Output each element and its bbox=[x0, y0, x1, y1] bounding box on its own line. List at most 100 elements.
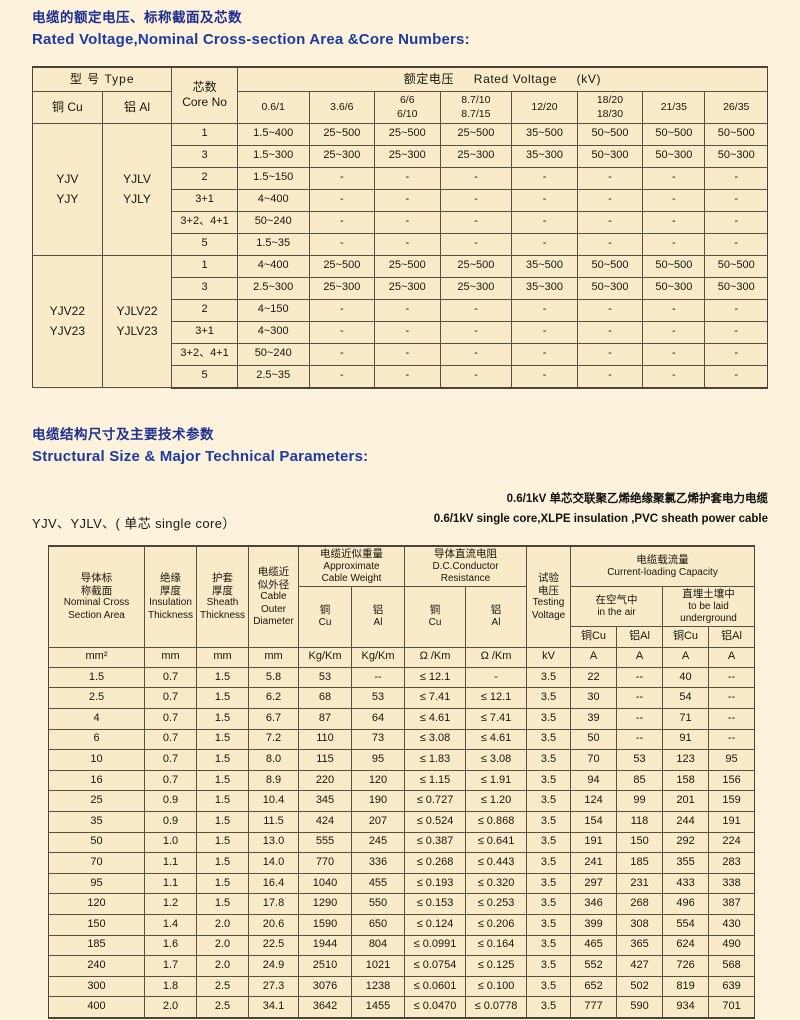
insulation-thickness-cell: 1.7 bbox=[144, 955, 197, 977]
table-row: 10 0.7 1.5 8.0 115 95 ≤ 1.83 ≤ 3.08 3.5 70 53 123 95 bbox=[48, 749, 756, 771]
voltage-value-cell: - bbox=[704, 298, 768, 322]
under-al-cell: 338 bbox=[708, 872, 756, 895]
type-al-line1: YJLV22 bbox=[116, 303, 158, 318]
voltage-col-5-l2: 18/30 bbox=[596, 108, 624, 121]
air-cu-cell: 297 bbox=[570, 872, 618, 895]
voltage-value-cell: 35~300 bbox=[511, 144, 578, 168]
nominal-area-cell: 185 bbox=[48, 934, 145, 957]
testing-voltage-cell: 3.5 bbox=[526, 831, 572, 854]
voltage-value-cell: 25~500 bbox=[308, 254, 376, 278]
voltage-value-cell: - bbox=[642, 210, 706, 234]
air-al-cell: 231 bbox=[616, 872, 664, 895]
air-al-cell: 308 bbox=[616, 913, 664, 936]
resistance-cu-cell: ≤ 3.08 bbox=[404, 728, 466, 751]
voltage-value-cell: - bbox=[439, 232, 513, 256]
core-no-cell: 1 bbox=[171, 122, 238, 146]
testing-voltage-cell: 3.5 bbox=[526, 749, 572, 771]
voltage-value-cell: 25~300 bbox=[439, 144, 513, 168]
weight-cu-cell: 68 bbox=[298, 687, 352, 709]
weight-al-cell: 64 bbox=[351, 707, 405, 730]
voltage-value-cell: - bbox=[308, 298, 376, 322]
outer-diameter-cell: 13.0 bbox=[248, 831, 299, 854]
core-no-cell: 3 bbox=[171, 144, 238, 168]
units-row: mm² mm mm mm Kg/Km Kg/Km Ω /Km Ω /Km kV A A A A bbox=[48, 646, 756, 668]
air-cu-cell: 241 bbox=[570, 852, 618, 874]
resistance-cu-cn: 铜 bbox=[429, 604, 441, 617]
insulation-thickness-cell: 0.7 bbox=[144, 687, 197, 709]
outer-diameter-cell: 10.4 bbox=[248, 790, 299, 812]
testing-voltage-cell: 3.5 bbox=[526, 913, 572, 936]
under-al-cell: -- bbox=[708, 728, 756, 751]
weight-al-cell: 650 bbox=[351, 913, 405, 936]
voltage-value-cell: 4~400 bbox=[236, 188, 310, 212]
sheath-thickness-cell: 1.5 bbox=[196, 687, 249, 709]
core-no-cell: 5 bbox=[171, 232, 238, 256]
weight-al-en: Al bbox=[373, 617, 383, 629]
header-type-group: 型 号 Type bbox=[31, 66, 173, 93]
table-row: 150 1.4 2.0 20.6 1590 650 ≤ 0.124 ≤ 0.206 3.5 399… bbox=[48, 913, 756, 936]
voltage-value-cell: - bbox=[576, 166, 644, 190]
weight-al-cell: 190 bbox=[351, 790, 405, 812]
resistance-cu-cell: ≤ 1.83 bbox=[404, 749, 466, 771]
resistance-cu-cell: ≤ 4.61 bbox=[404, 707, 466, 730]
under-cu-cell: 292 bbox=[662, 831, 710, 854]
table-row: 3+2、4+1 50~240- - - - - - - bbox=[33, 342, 768, 366]
voltage-col-1-l1: 3.6/6 bbox=[330, 101, 354, 114]
table-row: 4 0.7 1.5 6.7 87 64 ≤ 4.61 ≤ 7.41 3.5 39 -- 71 -- bbox=[48, 707, 756, 730]
nominal-area-cell: 50 bbox=[48, 831, 145, 854]
unit-cell: Ω /Km bbox=[464, 646, 528, 668]
under-al-cell: 191 bbox=[708, 810, 756, 833]
insulation-thickness-cell: 0.7 bbox=[144, 728, 197, 751]
testing-en1: Testing bbox=[532, 597, 565, 609]
header-voltage-group-unit: (kV) bbox=[576, 72, 602, 87]
insulation-en1: Insulation bbox=[149, 597, 192, 609]
section-2-headings: 电缆结构尺寸及主要技术参数 Structural Size & Major Te… bbox=[0, 389, 800, 469]
weight-al-cell: 550 bbox=[351, 893, 405, 915]
unit-cell: mm bbox=[196, 646, 249, 668]
table-row: YJV YJY YJLV YJLY 1 1.5~400 25~500 25~500 25~500… bbox=[32, 122, 768, 256]
capacity-cn: 电缆载流量 bbox=[636, 553, 689, 566]
voltage-value-cell: 50~500 bbox=[704, 122, 768, 146]
sheath-thickness-cell: 1.5 bbox=[196, 831, 249, 854]
weight-cn: 电缆近似重量 bbox=[320, 547, 383, 560]
nominal-area-cell: 1.5 bbox=[48, 666, 145, 689]
air-cu-cell: 465 bbox=[570, 934, 618, 957]
type-cu-line1: YJV22 bbox=[49, 303, 86, 318]
nominal-en2: Section Area bbox=[68, 609, 125, 621]
voltage-value-cell: 50~240 bbox=[236, 210, 310, 234]
testing-cn1: 试验 bbox=[538, 571, 560, 584]
type-al-line1: YJLV bbox=[123, 171, 151, 186]
type-al-cell: YJLV YJLY bbox=[101, 122, 173, 256]
unit-cell: Kg/Km bbox=[298, 646, 352, 668]
weight-en1: Approximate bbox=[323, 560, 380, 572]
outer-diameter-cell: 6.7 bbox=[248, 707, 299, 730]
under-al-cell: 387 bbox=[708, 893, 756, 915]
voltage-col-2-l2: 6/10 bbox=[397, 108, 418, 121]
header-voltage-col-2: 6/6 6/10 bbox=[374, 91, 441, 124]
table-row: 70 1.1 1.5 14.0 770 336 ≤ 0.268 ≤ 0.443 3.5 241 18… bbox=[48, 852, 756, 874]
voltage-value-cell: 4~150 bbox=[236, 298, 310, 322]
voltage-value-cell: - bbox=[576, 232, 644, 256]
header-resistance-cu: 铜 Cu bbox=[404, 586, 466, 648]
voltage-value-cell: 50~300 bbox=[704, 276, 768, 300]
voltage-value-cell: 25~500 bbox=[439, 254, 513, 278]
resistance-al-cell: ≤ 0.641 bbox=[464, 831, 528, 854]
outer-diameter-cell: 8.9 bbox=[248, 769, 299, 792]
voltage-value-cell: - bbox=[511, 298, 578, 322]
testing-voltage-cell: 3.5 bbox=[526, 769, 572, 792]
voltage-value-cell: - bbox=[439, 188, 513, 212]
nominal-area-cell: 35 bbox=[48, 810, 145, 833]
weight-cu-cell: 220 bbox=[298, 769, 352, 792]
sheath-thickness-cell: 1.5 bbox=[196, 790, 249, 812]
insulation-thickness-cell: 0.9 bbox=[144, 810, 197, 833]
resistance-cu-cell: ≤ 7.41 bbox=[404, 687, 466, 709]
insulation-cn2: 厚度 bbox=[160, 584, 181, 597]
weight-cu-cell: 2510 bbox=[298, 955, 352, 977]
testing-voltage-cell: 3.5 bbox=[526, 728, 572, 751]
table-row: 300 1.8 2.5 27.3 3076 1238 ≤ 0.0601 ≤ 0.100 3.5 6… bbox=[48, 975, 756, 998]
voltage-value-cell: 1.5~35 bbox=[236, 232, 310, 256]
voltage-value-cell: - bbox=[374, 364, 441, 389]
under-al-cell: 159 bbox=[708, 790, 756, 812]
air-cu-cell: 652 bbox=[570, 975, 618, 998]
air-al-cell: 150 bbox=[616, 831, 664, 854]
